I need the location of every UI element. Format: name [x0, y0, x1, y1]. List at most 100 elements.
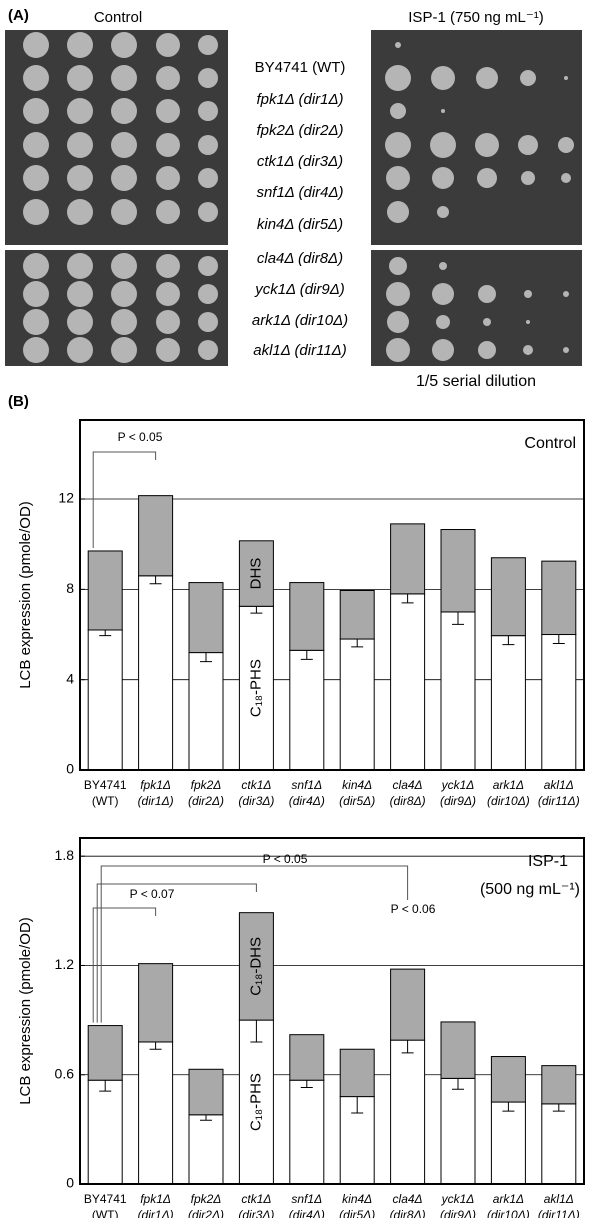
colony: [67, 132, 93, 158]
x-tick-label: BY4741: [84, 778, 127, 792]
bar-segment: [87, 629, 123, 771]
colony: [436, 315, 450, 329]
bar-segment: [541, 634, 577, 771]
colony: [430, 132, 456, 158]
bar-segment: [87, 1025, 123, 1081]
x-tick-label: (dir8Δ): [390, 794, 426, 808]
x-tick-label: (dir3Δ): [238, 1208, 274, 1218]
x-tick-label: (dir11Δ): [538, 794, 580, 808]
strain-label: snf1Δ (dir4Δ): [256, 184, 343, 201]
colony: [558, 137, 574, 153]
x-tick-label: snf1Δ: [291, 1192, 322, 1206]
bar-segment: [490, 557, 526, 637]
significance-bracket: [100, 865, 409, 1023]
colony: [477, 168, 497, 188]
bar-segment: [188, 582, 224, 654]
colony: [67, 309, 93, 335]
colony: [111, 165, 137, 191]
colony: [67, 199, 93, 225]
bar-segment: [339, 638, 375, 771]
x-tick-label: (dir4Δ): [289, 1208, 325, 1218]
p-value: P < 0.05: [118, 430, 163, 444]
colony: [156, 99, 180, 123]
plot-frame: [79, 837, 585, 1185]
colony: [111, 132, 137, 158]
series-label: DHS: [247, 558, 264, 590]
colony: [432, 339, 454, 361]
colony: [156, 310, 180, 334]
colony: [67, 253, 93, 279]
colony: [387, 311, 409, 333]
bar-segment: [390, 968, 426, 1041]
colony: [156, 33, 180, 57]
strain-label: ark1Δ (dir10Δ): [252, 312, 348, 329]
y-tick-label: 0: [66, 1175, 74, 1191]
bar-segment: [390, 593, 426, 771]
y-tick-label: 4: [66, 670, 74, 686]
colony: [387, 201, 409, 223]
strain-label: ctk1Δ (dir3Δ): [257, 153, 343, 170]
colony: [67, 98, 93, 124]
x-tick-label: (dir10Δ): [487, 1208, 530, 1218]
colony: [198, 256, 218, 276]
bar-segment: [138, 575, 174, 771]
x-tick-label: (dir5Δ): [339, 794, 375, 808]
colony: [520, 70, 536, 86]
colony: [111, 309, 137, 335]
colony: [198, 101, 218, 121]
colony: [441, 109, 445, 113]
colony: [198, 340, 218, 360]
bar-segment: [289, 582, 325, 651]
colony: [67, 32, 93, 58]
strain-label: fpk2Δ (dir2Δ): [256, 122, 343, 139]
bar-segment: [440, 529, 476, 613]
bar-segment: [188, 1068, 224, 1116]
bar-segment: [188, 652, 224, 771]
colony: [385, 132, 411, 158]
x-tick-label: (dir3Δ): [238, 794, 274, 808]
x-tick-label: (dir11Δ): [538, 1208, 580, 1218]
y-axis-label: LCB expression (pmole/OD): [17, 501, 34, 689]
colony: [23, 199, 49, 225]
bar-segment: [490, 1101, 526, 1185]
x-tick-label: akl1Δ: [544, 778, 574, 792]
x-tick-label: (dir4Δ): [289, 794, 325, 808]
bar-segment: [339, 1048, 375, 1098]
bar-segment: [289, 1034, 325, 1081]
x-tick-label: fpk2Δ: [191, 1192, 222, 1206]
colony: [389, 257, 407, 275]
colony: [478, 341, 496, 359]
bar-segment: [339, 589, 375, 640]
y-axis-label: LCB expression (pmole/OD): [17, 917, 34, 1105]
chart-title: ISP-1: [528, 853, 568, 870]
colony: [198, 135, 218, 155]
y-tick-label: 8: [66, 580, 74, 596]
colony: [23, 281, 49, 307]
bar-segment: [238, 912, 274, 1021]
x-tick-label: (dir9Δ): [440, 794, 476, 808]
colony: [478, 285, 496, 303]
bar-segment: [490, 635, 526, 771]
x-tick-label: fpk1Δ: [140, 778, 171, 792]
x-tick-label: cla4Δ: [393, 778, 423, 792]
colony: [526, 320, 530, 324]
strain-label: fpk1Δ (dir1Δ): [256, 91, 343, 108]
colony: [561, 173, 571, 183]
x-tick-label: snf1Δ: [291, 778, 322, 792]
x-tick-label: (WT): [92, 1208, 119, 1218]
bar-segment: [87, 550, 123, 631]
colony: [111, 65, 137, 91]
colony: [156, 166, 180, 190]
colony: [111, 253, 137, 279]
treatment-title: ISP-1 (750 ng mL⁻¹): [408, 9, 543, 26]
panel-label: (B): [8, 393, 29, 410]
colony: [67, 337, 93, 363]
bar-segment: [541, 1065, 577, 1105]
significance-bracket: [92, 451, 157, 548]
colony: [198, 35, 218, 55]
bar-segment: [289, 649, 325, 771]
colony: [521, 171, 535, 185]
significance-bracket: [92, 907, 157, 1023]
bar-segment: [390, 523, 426, 595]
